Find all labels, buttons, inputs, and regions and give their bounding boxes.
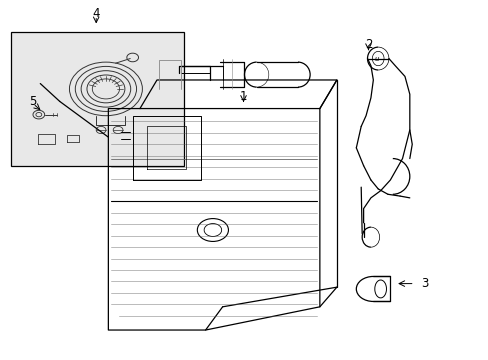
Text: 3: 3 (420, 277, 427, 290)
Text: 2: 2 (364, 38, 371, 51)
Text: 4: 4 (92, 8, 100, 21)
Text: 1: 1 (239, 90, 247, 103)
Text: 5: 5 (29, 95, 37, 108)
Text: u: u (374, 56, 379, 62)
Bar (11, 32, 183, 166)
